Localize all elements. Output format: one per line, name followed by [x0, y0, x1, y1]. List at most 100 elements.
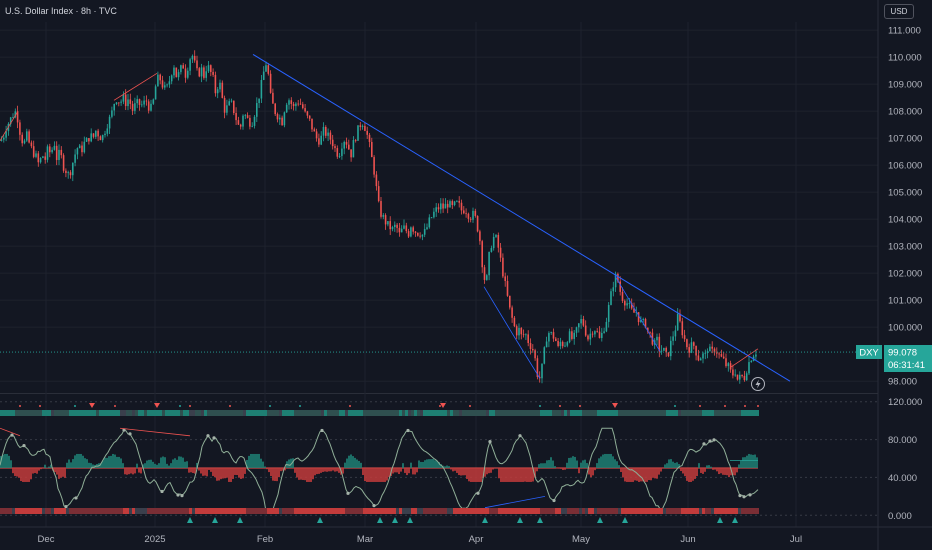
osc-histogram	[66, 462, 68, 468]
drawing-segment[interactable]	[0, 110, 19, 142]
signal-cell	[39, 410, 42, 416]
signal-cell	[57, 508, 60, 514]
signal-cell	[612, 508, 615, 514]
candle	[642, 319, 644, 320]
candle	[674, 330, 677, 337]
signal-cell	[579, 410, 582, 416]
candle	[582, 319, 585, 326]
signal-cell	[690, 508, 693, 514]
drawing-segment[interactable]	[113, 72, 158, 101]
signal-cell	[483, 410, 486, 416]
signal-cell	[543, 508, 546, 514]
candle	[318, 138, 320, 145]
candle	[564, 345, 566, 347]
signal-cell	[108, 410, 111, 416]
osc-histogram	[122, 463, 124, 468]
drawing-segment[interactable]	[483, 286, 541, 379]
signal-cell	[450, 410, 453, 416]
osc-histogram	[272, 467, 274, 481]
candle	[736, 374, 739, 380]
signal-cell	[12, 410, 15, 416]
osc-histogram	[268, 467, 270, 473]
candle	[295, 103, 297, 107]
signal-cell	[621, 410, 624, 416]
signal-cell	[438, 508, 441, 514]
signal-cell	[702, 508, 705, 514]
buy-marker	[537, 517, 543, 523]
osc-histogram	[750, 454, 752, 468]
signal-cell	[219, 410, 222, 416]
osc-histogram	[32, 467, 34, 474]
signal-cell	[72, 508, 75, 514]
signal-cell	[312, 508, 315, 514]
symbol-tag	[856, 345, 882, 359]
candle	[587, 335, 589, 340]
osc-histogram	[426, 459, 428, 468]
pivot-dot	[64, 505, 68, 509]
osc-histogram	[466, 467, 468, 479]
osc-histogram	[614, 459, 616, 468]
signal-cell	[525, 410, 528, 416]
trendline[interactable]	[252, 53, 791, 382]
candle	[90, 133, 92, 142]
candle	[458, 200, 460, 203]
signal-cell	[294, 508, 297, 514]
signal-cell	[735, 410, 738, 416]
candle	[504, 276, 506, 281]
candle	[626, 303, 628, 306]
osc-histogram	[568, 457, 570, 468]
signal-cell	[84, 410, 87, 416]
candle	[683, 335, 686, 340]
candle	[175, 67, 178, 78]
signal-cell	[318, 410, 321, 416]
candle	[223, 97, 226, 113]
candle	[676, 313, 679, 331]
signal-cell	[69, 508, 72, 514]
signal-cell	[540, 410, 543, 416]
candle	[745, 373, 748, 381]
candle	[161, 80, 164, 88]
osc-histogram	[438, 462, 440, 468]
candle	[465, 213, 467, 215]
osc-histogram	[28, 467, 30, 482]
candle	[644, 319, 647, 328]
candle	[111, 110, 113, 117]
lightning-icon[interactable]	[751, 377, 765, 391]
signal-dot	[189, 405, 191, 407]
candle	[716, 352, 718, 354]
candle	[334, 146, 336, 149]
osc-histogram	[694, 467, 696, 479]
signal-cell	[750, 410, 753, 416]
osc-histogram	[710, 466, 712, 468]
signal-cell	[504, 508, 507, 514]
candle	[329, 132, 332, 140]
osc-histogram	[68, 459, 70, 468]
osc-histogram	[584, 459, 586, 468]
osc-histogram	[350, 454, 352, 468]
candle	[193, 55, 196, 61]
osc-histogram	[310, 467, 312, 482]
candle	[557, 340, 559, 346]
candle	[548, 333, 550, 342]
candle	[584, 325, 587, 336]
drawing-segment[interactable]	[614, 275, 661, 352]
osc-histogram	[630, 467, 632, 482]
candle	[292, 103, 295, 107]
candle	[722, 356, 725, 359]
currency-button[interactable]: USD	[884, 4, 914, 19]
signal-cell	[549, 508, 552, 514]
osc-histogram	[346, 458, 348, 468]
osc-histogram	[656, 467, 658, 479]
candle	[104, 133, 106, 136]
signal-cell	[498, 410, 501, 416]
osc-histogram	[526, 467, 528, 482]
osc-histogram	[152, 461, 154, 468]
oscillator-tick: 40.000	[888, 473, 917, 484]
candle	[203, 67, 205, 78]
signal-cell	[384, 508, 387, 514]
osc-histogram	[22, 467, 24, 482]
price-tick: 104.000	[888, 215, 922, 226]
candle	[127, 99, 129, 107]
osc-histogram	[254, 453, 256, 468]
